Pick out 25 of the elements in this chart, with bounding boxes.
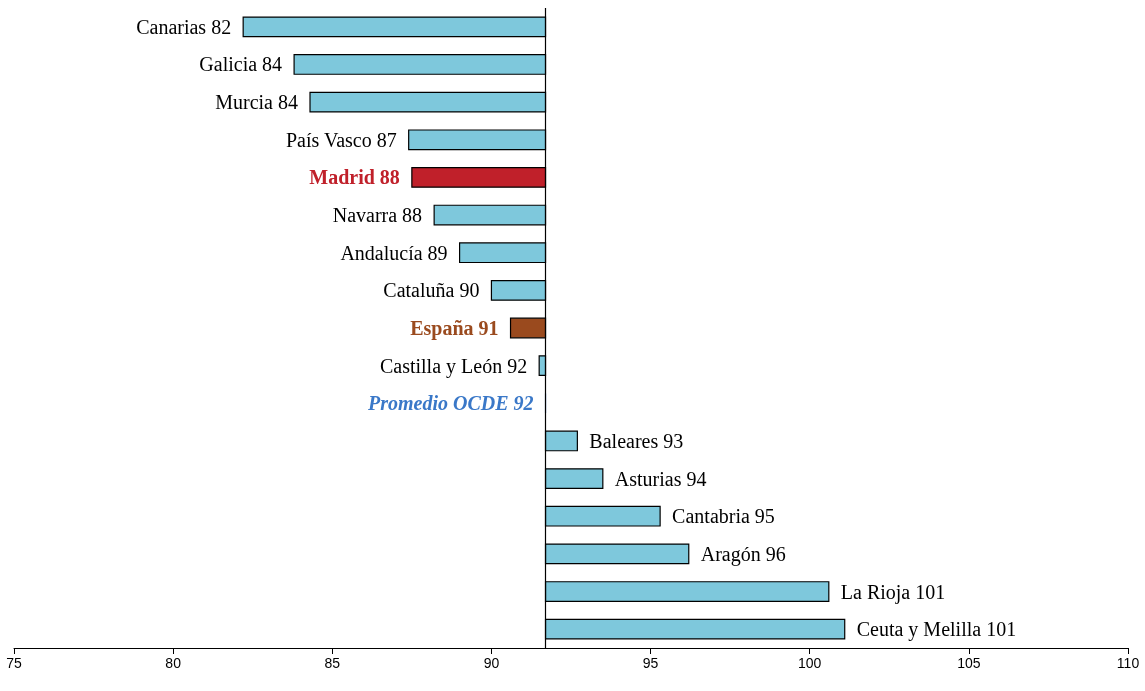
x-tick-label: 95 bbox=[642, 655, 659, 671]
y-tick-label: Navarra 88 bbox=[332, 204, 423, 227]
y-tick-label: País Vasco 87 bbox=[285, 128, 397, 151]
y-tick-label: Andalucía 89 bbox=[340, 241, 448, 264]
y-tick-label: Castilla y León 92 bbox=[379, 354, 528, 378]
y-tick-label: Asturias 94 bbox=[614, 467, 707, 490]
y-tick-label: Cantabria 95 bbox=[672, 505, 775, 528]
y-tick-label: Galicia 84 bbox=[199, 53, 283, 76]
y-tick-label: Promedio OCDE 92 bbox=[366, 392, 534, 415]
y-tick-label: Cataluña 90 bbox=[383, 279, 480, 302]
x-tick-label: 85 bbox=[324, 655, 341, 671]
x-tick-label: 100 bbox=[798, 655, 822, 671]
y-tick-label: Aragón 96 bbox=[700, 542, 786, 566]
y-tick-label: Murcia 84 bbox=[215, 91, 299, 114]
y-tick-label: Madrid 88 bbox=[309, 166, 400, 189]
y-tick-label: La Rioja 101 bbox=[840, 580, 946, 604]
x-tick-label: 110 bbox=[1116, 655, 1140, 671]
y-tick-label: Canarias 82 bbox=[136, 15, 232, 38]
y-tick-label: Baleares 93 bbox=[589, 429, 684, 452]
x-tick-label: 105 bbox=[957, 655, 981, 671]
x-tick-label: 80 bbox=[165, 655, 182, 671]
y-tick-label: España 91 bbox=[410, 317, 499, 340]
y-tick-label: Ceuta y Melilla 101 bbox=[856, 618, 1017, 642]
x-tick-label: 90 bbox=[483, 655, 500, 671]
x-tick-label: 75 bbox=[6, 655, 22, 671]
